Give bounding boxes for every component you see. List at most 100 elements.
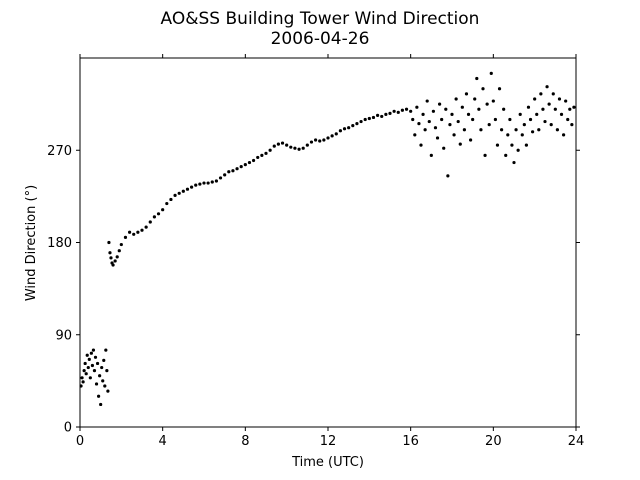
data-point (400, 108, 404, 112)
data-point (568, 107, 572, 111)
data-point (504, 153, 508, 157)
data-point (82, 369, 86, 373)
data-point (347, 126, 351, 130)
data-point (537, 128, 541, 132)
data-point (435, 136, 440, 140)
data-point (293, 146, 297, 150)
x-tick-label: 12 (320, 434, 337, 449)
data-point (450, 112, 454, 116)
data-point (152, 215, 156, 219)
data-point (528, 117, 533, 122)
data-point (572, 105, 576, 109)
data-point (83, 361, 87, 366)
data-point (103, 384, 107, 388)
data-point (438, 102, 442, 106)
data-point (115, 255, 119, 259)
data-point (359, 119, 363, 124)
data-point (562, 133, 566, 137)
data-point (549, 123, 553, 127)
data-point (227, 170, 231, 174)
data-point (547, 102, 551, 106)
data-point (539, 92, 543, 96)
data-point (92, 369, 97, 373)
data-point (80, 376, 84, 380)
data-point (132, 232, 136, 236)
data-point (322, 138, 326, 142)
data-point (442, 146, 446, 150)
data-point (231, 169, 235, 173)
data-point (99, 402, 103, 407)
data-point (91, 348, 96, 352)
data-point (88, 376, 92, 380)
y-tick-label: 0 (64, 421, 72, 436)
data-point (111, 263, 115, 267)
data-point (101, 379, 105, 383)
x-tick-label: 0 (76, 434, 84, 449)
data-point (94, 382, 99, 386)
data-point (90, 363, 94, 368)
y-tick-label: 270 (47, 144, 72, 159)
x-axis-label: Time (UTC) (291, 455, 364, 470)
data-point (330, 134, 334, 138)
data-point (169, 197, 173, 202)
data-point (427, 119, 431, 124)
data-point (218, 176, 223, 180)
data-point (522, 123, 526, 127)
data-point (446, 174, 450, 178)
data-point (516, 148, 520, 152)
data-point (411, 117, 415, 122)
data-point (202, 181, 206, 185)
data-point (566, 117, 570, 122)
data-point (161, 208, 165, 212)
data-point (128, 230, 132, 234)
data-point (481, 87, 485, 91)
data-point (367, 116, 371, 121)
data-point (104, 348, 108, 352)
data-point (190, 185, 194, 189)
y-axis-label: Wind Direction (°) (24, 185, 39, 301)
data-point (500, 128, 504, 132)
data-point (280, 141, 285, 145)
data-point (545, 85, 549, 89)
data-point (413, 133, 417, 137)
data-point (376, 113, 380, 117)
data-point (431, 109, 435, 113)
data-point (285, 143, 289, 147)
data-point (475, 76, 479, 81)
data-point (87, 357, 91, 361)
data-point (425, 99, 429, 103)
data-point (93, 355, 98, 359)
data-point (493, 117, 497, 122)
data-point (107, 240, 111, 245)
data-points (79, 71, 576, 407)
data-point (462, 128, 466, 132)
data-point (454, 97, 458, 101)
data-point (206, 181, 210, 185)
data-point (477, 107, 481, 111)
data-point (210, 180, 214, 184)
data-point (570, 123, 574, 127)
data-point (100, 365, 104, 370)
data-point (264, 151, 268, 155)
data-point (85, 353, 89, 357)
data-point (109, 256, 113, 260)
data-point (520, 133, 524, 137)
data-point (297, 147, 301, 151)
data-point (309, 140, 314, 144)
data-point (380, 114, 384, 119)
data-point (388, 111, 392, 115)
data-point (256, 155, 260, 160)
data-point (551, 92, 555, 96)
data-point (148, 220, 152, 224)
x-tick-label: 16 (402, 434, 419, 449)
data-point (252, 158, 256, 163)
data-point (510, 143, 514, 147)
data-point (518, 112, 522, 116)
x-tick-label: 20 (485, 434, 502, 449)
data-point (559, 112, 564, 116)
data-point (105, 369, 109, 373)
data-point (409, 109, 413, 113)
data-point (86, 365, 90, 370)
data-point (458, 142, 462, 146)
